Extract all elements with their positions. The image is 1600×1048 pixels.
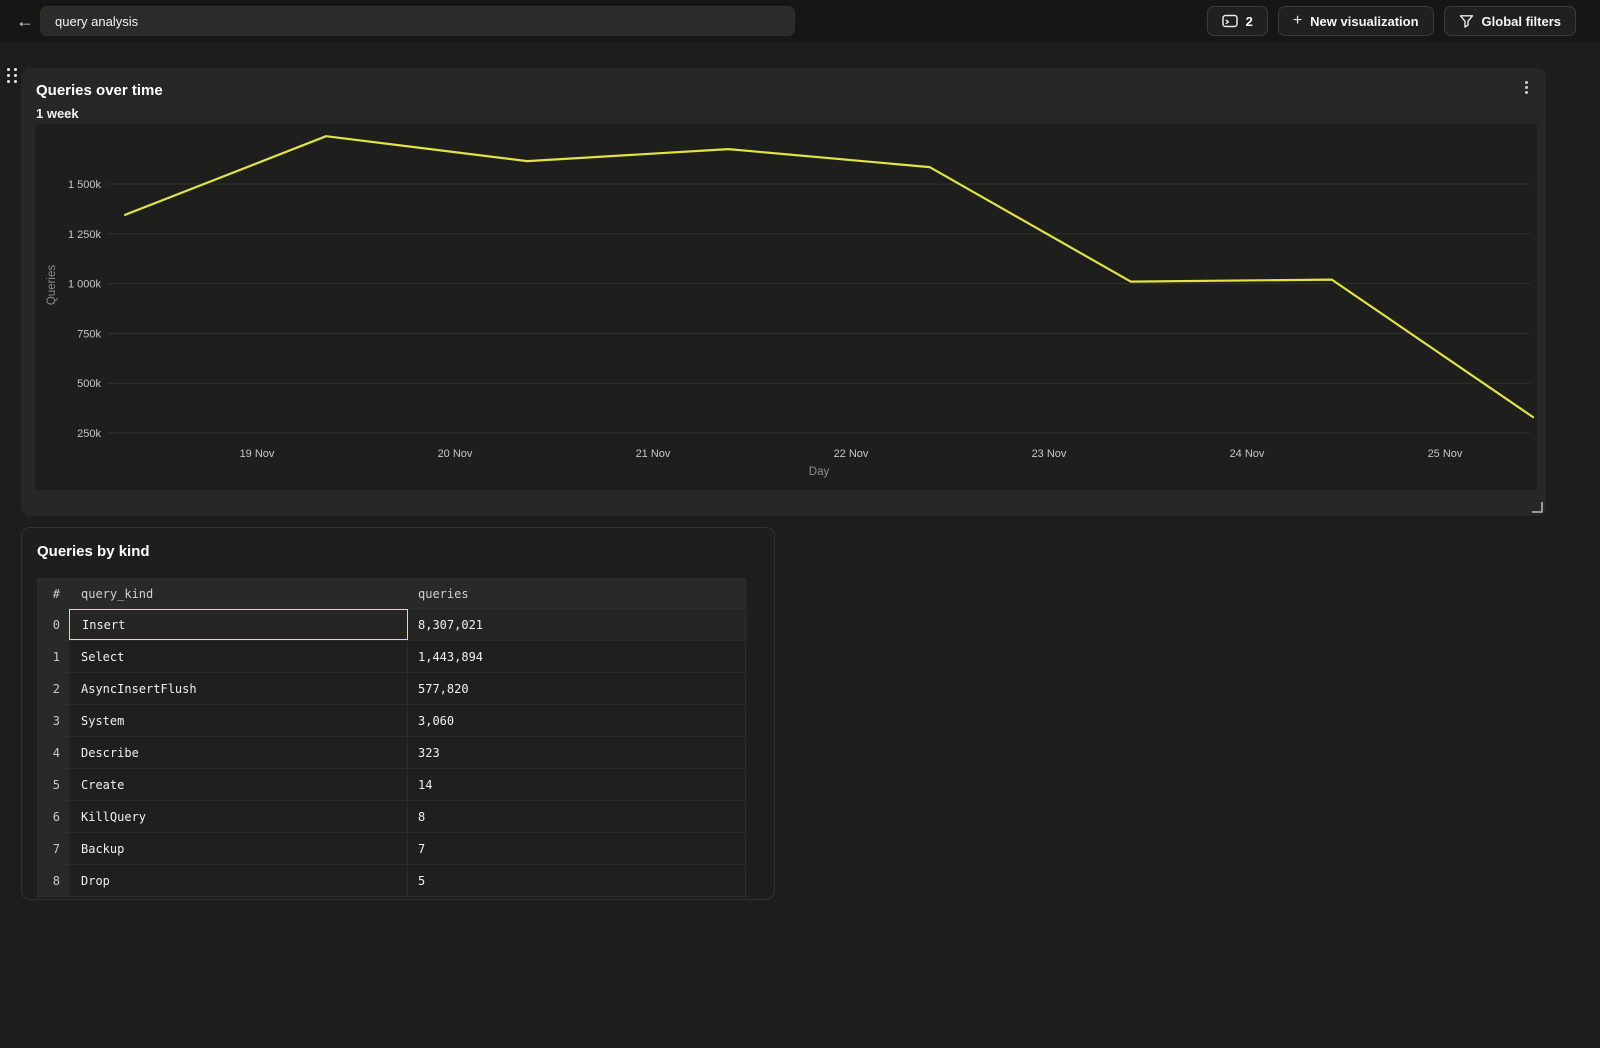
- queries-series-line: [123, 135, 1535, 419]
- top-bar: ← 2 + New visualization: [0, 0, 1600, 42]
- row-index: 8: [38, 865, 69, 896]
- row-index: 7: [38, 833, 69, 864]
- console-count-button[interactable]: 2: [1206, 6, 1268, 36]
- query-kind-cell[interactable]: AsyncInsertFlush: [69, 673, 408, 704]
- svg-text:500k: 500k: [77, 378, 101, 390]
- svg-text:23 Nov: 23 Nov: [1032, 448, 1067, 460]
- table-title: Queries by kind: [37, 543, 150, 560]
- queries-over-time-chart: 1 500k 1 250k 1 000k 750k 500k 250k 19 Nov 20 N…: [46, 135, 1535, 478]
- svg-text:1 250k: 1 250k: [68, 229, 102, 241]
- svg-text:1 000k: 1 000k: [68, 279, 102, 291]
- row-index: 1: [38, 641, 69, 672]
- query-kind-cell[interactable]: Backup: [69, 833, 408, 864]
- svg-text:24 Nov: 24 Nov: [1230, 448, 1265, 460]
- table-header-row: # query_kind queries: [38, 579, 745, 608]
- column-header-query-kind[interactable]: query_kind: [69, 579, 408, 608]
- row-index: 2: [38, 673, 69, 704]
- row-index: 6: [38, 801, 69, 832]
- queries-cell[interactable]: 3,060: [418, 713, 455, 728]
- y-tick-labels: 1 500k 1 250k 1 000k 750k 500k 250k: [68, 179, 102, 440]
- new-visualization-button[interactable]: + New visualization: [1277, 6, 1434, 36]
- queries-by-kind-card: Queries by kind # query_kind queries 0 In…: [21, 527, 775, 900]
- table-row: 7 Backup 7: [38, 832, 745, 864]
- x-tick-labels: 19 Nov 20 Nov 21 Nov 22 Nov 23 Nov 24 Nov 25 N…: [240, 448, 1463, 460]
- funnel-icon: [1459, 14, 1474, 28]
- svg-text:22 Nov: 22 Nov: [834, 448, 869, 460]
- column-header-index: #: [52, 586, 60, 601]
- console-panel-icon: [1221, 14, 1238, 28]
- query-kind-cell[interactable]: Drop: [69, 865, 408, 896]
- table-row: 2 AsyncInsertFlush 577,820: [38, 672, 745, 704]
- queries-cell[interactable]: 8: [418, 809, 426, 824]
- row-index: 3: [38, 705, 69, 736]
- query-kind-cell[interactable]: Describe: [69, 737, 408, 768]
- row-index: 5: [38, 769, 69, 800]
- queries-by-kind-table: # query_kind queries 0 Insert 8,307,021 1 Se…: [37, 578, 746, 897]
- chart-subtitle: 1 week: [36, 106, 79, 121]
- drag-handle-icon[interactable]: [7, 68, 20, 84]
- svg-text:19 Nov: 19 Nov: [240, 448, 275, 460]
- y-axis-label: Queries: [46, 265, 58, 306]
- row-index: 4: [38, 737, 69, 768]
- column-header-queries[interactable]: queries: [418, 586, 469, 601]
- query-kind-cell[interactable]: Insert: [69, 609, 408, 640]
- resize-corner-icon[interactable]: [1532, 502, 1543, 513]
- table-row: 4 Describe 323: [38, 736, 745, 768]
- plus-icon: +: [1292, 12, 1303, 29]
- console-count-label: 2: [1245, 13, 1253, 29]
- global-filters-button[interactable]: Global filters: [1443, 6, 1576, 36]
- row-index: 0: [38, 609, 69, 640]
- table-row: 0 Insert 8,307,021: [38, 608, 745, 640]
- svg-text:750k: 750k: [77, 328, 101, 340]
- svg-text:21 Nov: 21 Nov: [636, 448, 671, 460]
- query-kind-cell[interactable]: Create: [69, 769, 408, 800]
- svg-text:250k: 250k: [77, 428, 101, 440]
- topbar-actions: 2 + New visualization Global filters: [1206, 6, 1576, 36]
- x-axis-label: Day: [809, 466, 830, 478]
- queries-cell[interactable]: 8,307,021: [418, 617, 484, 632]
- queries-cell[interactable]: 577,820: [418, 681, 469, 696]
- table-row: 6 KillQuery 8: [38, 800, 745, 832]
- table-body: 0 Insert 8,307,021 1 Select 1,443,894 2 AsyncIn…: [38, 608, 745, 896]
- table-row: 8 Drop 5: [38, 864, 745, 896]
- back-button[interactable]: ←: [10, 6, 40, 36]
- new-visualization-label: New visualization: [1310, 13, 1419, 29]
- queries-cell[interactable]: 323: [418, 745, 440, 760]
- svg-text:25 Nov: 25 Nov: [1428, 448, 1463, 460]
- queries-cell[interactable]: 1,443,894: [418, 649, 484, 664]
- svg-text:1 500k: 1 500k: [68, 179, 102, 191]
- dashboard-title-input[interactable]: [40, 6, 795, 36]
- svg-text:20 Nov: 20 Nov: [438, 448, 473, 460]
- chart-title: Queries over time: [36, 82, 163, 99]
- global-filters-label: Global filters: [1481, 13, 1561, 29]
- query-kind-cell[interactable]: KillQuery: [69, 801, 408, 832]
- queries-over-time-card: Queries over time 1 week 1 500k 1 250k 1 0…: [21, 68, 1546, 516]
- query-kind-cell[interactable]: Select: [69, 641, 408, 672]
- chart-plot-area: 1 500k 1 250k 1 000k 750k 500k 250k 19 Nov 20 N…: [35, 124, 1537, 490]
- queries-cell[interactable]: 7: [418, 841, 426, 856]
- table-row: 5 Create 14: [38, 768, 745, 800]
- kebab-menu-icon[interactable]: [1518, 78, 1534, 96]
- queries-cell[interactable]: 14: [418, 777, 433, 792]
- table-row: 1 Select 1,443,894: [38, 640, 745, 672]
- queries-cell[interactable]: 5: [418, 873, 426, 888]
- gridlines: [108, 183, 1530, 434]
- table-row: 3 System 3,060: [38, 704, 745, 736]
- query-kind-cell[interactable]: System: [69, 705, 408, 736]
